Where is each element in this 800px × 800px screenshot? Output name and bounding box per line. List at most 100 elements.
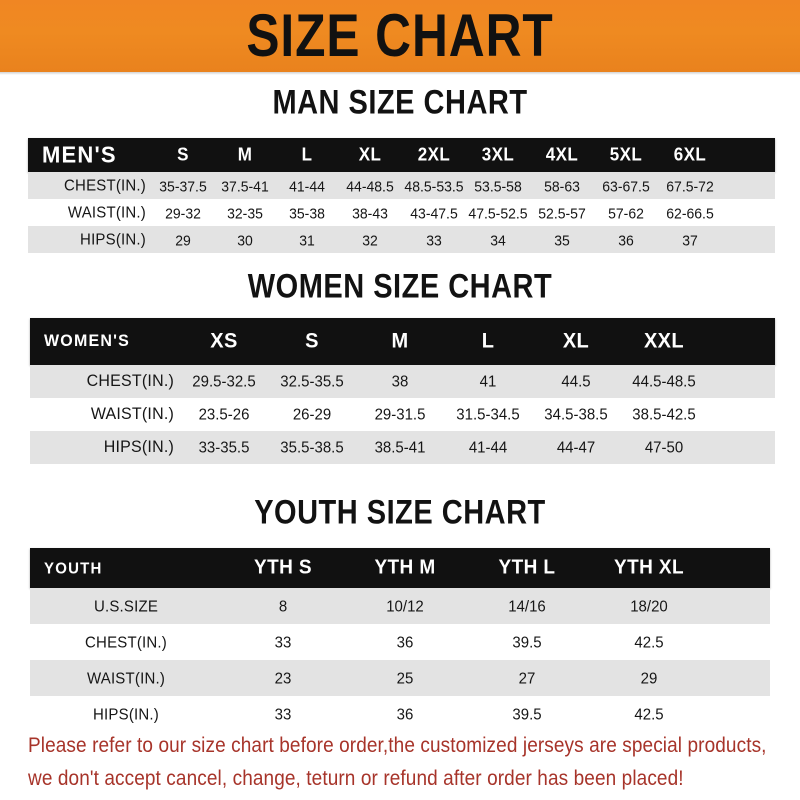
women-waist-s: 26-29: [292, 405, 332, 424]
men-chest-2xl: 48.5-53.5: [404, 177, 464, 194]
page-title: SIZE CHART: [246, 2, 554, 70]
men-col-header-4xl: 4XL: [545, 144, 579, 165]
women-chest-l: 41: [479, 372, 497, 391]
men-table-header-row: MEN'S S M L XL 2XL 3XL 4XL 5XL 6XL: [28, 138, 775, 172]
women-hips-l: 41-44: [468, 438, 508, 457]
men-hips-6xl: 37: [682, 231, 698, 248]
men-hips-5xl: 36: [618, 231, 634, 248]
women-col-header-s: S: [305, 329, 319, 353]
men-col-header-s: S: [177, 144, 189, 165]
youth-hips-m: 36: [396, 704, 414, 724]
youth-ussize-label: U.S.SIZE: [93, 596, 159, 616]
men-waist-s: 29-32: [165, 204, 201, 221]
men-col-header-xl: XL: [358, 144, 382, 165]
women-hips-xxl: 47-50: [644, 438, 684, 457]
men-hips-xl: 32: [362, 231, 378, 248]
youth-corner-label: YOUTH: [44, 558, 103, 578]
men-hips-3xl: 34: [490, 231, 506, 248]
men-chest-4xl: 58-63: [544, 177, 580, 194]
men-col-header-6xl: 6XL: [673, 144, 707, 165]
women-chest-row: CHEST(IN.) 29.5-32.5 32.5-35.5 38 41 44.…: [30, 365, 775, 398]
man-section-title: MAN SIZE CHART: [272, 84, 528, 122]
youth-ussize-l: 14/16: [508, 596, 546, 616]
women-hips-m: 38.5-41: [374, 438, 426, 457]
women-waist-label: WAIST(IN.): [90, 404, 174, 423]
men-hips-l: 31: [299, 231, 315, 248]
men-col-header-2xl: 2XL: [417, 144, 451, 165]
notice-line-2: we don't accept cancel, change, teturn o…: [28, 767, 684, 791]
women-col-header-m: M: [391, 329, 409, 353]
youth-table-header-row: YOUTH YTH S YTH M YTH L YTH XL: [30, 548, 770, 588]
women-hips-xs: 33-35.5: [198, 438, 250, 457]
women-chest-m: 38: [391, 372, 409, 391]
men-waist-row: WAIST(IN.) 29-32 32-35 35-38 38-43 43-47…: [28, 199, 775, 226]
youth-waist-l: 27: [518, 668, 536, 688]
men-waist-label: WAIST(IN.): [67, 203, 146, 222]
youth-ussize-xl: 18/20: [630, 596, 668, 616]
men-waist-m: 32-35: [227, 204, 263, 221]
men-hips-s: 29: [175, 231, 191, 248]
men-chest-6xl: 67.5-72: [666, 177, 714, 194]
women-hips-label: HIPS(IN.): [103, 437, 174, 456]
order-policy-notice: Please refer to our size chart before or…: [28, 730, 780, 796]
men-hips-row: HIPS(IN.) 29 30 31 32 33 34 35 36 37: [28, 226, 775, 253]
men-chest-3xl: 53.5-58: [474, 177, 522, 194]
women-col-header-l: L: [481, 329, 495, 353]
men-col-header-l: L: [301, 144, 313, 165]
men-hips-2xl: 33: [426, 231, 442, 248]
women-size-table: WOMEN'S XS S M L XL XXL CHEST(IN.) 29.5-…: [30, 318, 775, 464]
men-hips-m: 30: [237, 231, 253, 248]
women-chest-xxl: 44.5-48.5: [632, 372, 696, 391]
youth-hips-l: 39.5: [512, 704, 542, 724]
page-header-banner: SIZE CHART: [0, 0, 800, 72]
youth-col-header-m: YTH M: [374, 556, 436, 579]
men-waist-5xl: 57-62: [608, 204, 644, 221]
men-waist-2xl: 43-47.5: [410, 204, 458, 221]
youth-chest-xl: 42.5: [634, 632, 664, 652]
women-waist-xs: 23.5-26: [198, 405, 250, 424]
youth-section-title: YOUTH SIZE CHART: [254, 494, 546, 532]
men-col-header-m: M: [237, 144, 253, 165]
women-corner-label: WOMEN'S: [44, 331, 130, 350]
youth-waist-row: WAIST(IN.) 23 25 27 29: [30, 660, 770, 696]
women-waist-xxl: 38.5-42.5: [632, 405, 696, 424]
men-waist-xl: 38-43: [352, 204, 388, 221]
men-chest-row: CHEST(IN.) 35-37.5 37.5-41 41-44 44-48.5…: [28, 172, 775, 199]
youth-chest-l: 39.5: [512, 632, 542, 652]
youth-hips-label: HIPS(IN.): [93, 704, 159, 724]
men-size-table: MEN'S S M L XL 2XL 3XL 4XL 5XL 6XL CHEST…: [28, 138, 775, 253]
women-table-header-row: WOMEN'S XS S M L XL XXL: [30, 318, 775, 365]
youth-size-table: YOUTH YTH S YTH M YTH L YTH XL U.S.SIZE …: [30, 548, 770, 732]
women-waist-m: 29-31.5: [374, 405, 426, 424]
women-chest-s: 32.5-35.5: [280, 372, 344, 391]
men-waist-4xl: 52.5-57: [538, 204, 586, 221]
youth-waist-m: 25: [396, 668, 414, 688]
women-waist-row: WAIST(IN.) 23.5-26 26-29 29-31.5 31.5-34…: [30, 398, 775, 431]
youth-hips-row: HIPS(IN.) 33 36 39.5 42.5: [30, 696, 770, 732]
youth-ussize-m: 10/12: [386, 596, 424, 616]
women-section-title: WOMEN SIZE CHART: [247, 268, 553, 306]
men-chest-m: 37.5-41: [221, 177, 269, 194]
youth-ussize-s: 8: [278, 596, 288, 616]
men-waist-3xl: 47.5-52.5: [468, 204, 528, 221]
notice-line-1: Please refer to our size chart before or…: [28, 734, 767, 758]
youth-hips-xl: 42.5: [634, 704, 664, 724]
women-col-header-xxl: XXL: [643, 329, 685, 353]
women-hips-s: 35.5-38.5: [280, 438, 344, 457]
youth-chest-label: CHEST(IN.): [85, 632, 167, 652]
men-col-header-5xl: 5XL: [609, 144, 643, 165]
men-hips-4xl: 35: [554, 231, 570, 248]
men-corner-label: MEN'S: [42, 141, 117, 168]
women-waist-l: 31.5-34.5: [456, 405, 520, 424]
men-col-header-3xl: 3XL: [481, 144, 515, 165]
youth-chest-s: 33: [274, 632, 292, 652]
men-waist-6xl: 62-66.5: [666, 204, 714, 221]
women-chest-xl: 44.5: [561, 372, 591, 391]
men-chest-xl: 44-48.5: [346, 177, 394, 194]
men-chest-l: 41-44: [289, 177, 325, 194]
youth-col-header-s: YTH S: [254, 556, 312, 579]
women-col-header-xl: XL: [562, 329, 590, 353]
youth-waist-label: WAIST(IN.): [86, 668, 166, 688]
women-waist-xl: 34.5-38.5: [544, 405, 608, 424]
women-col-header-xs: XS: [210, 329, 238, 353]
